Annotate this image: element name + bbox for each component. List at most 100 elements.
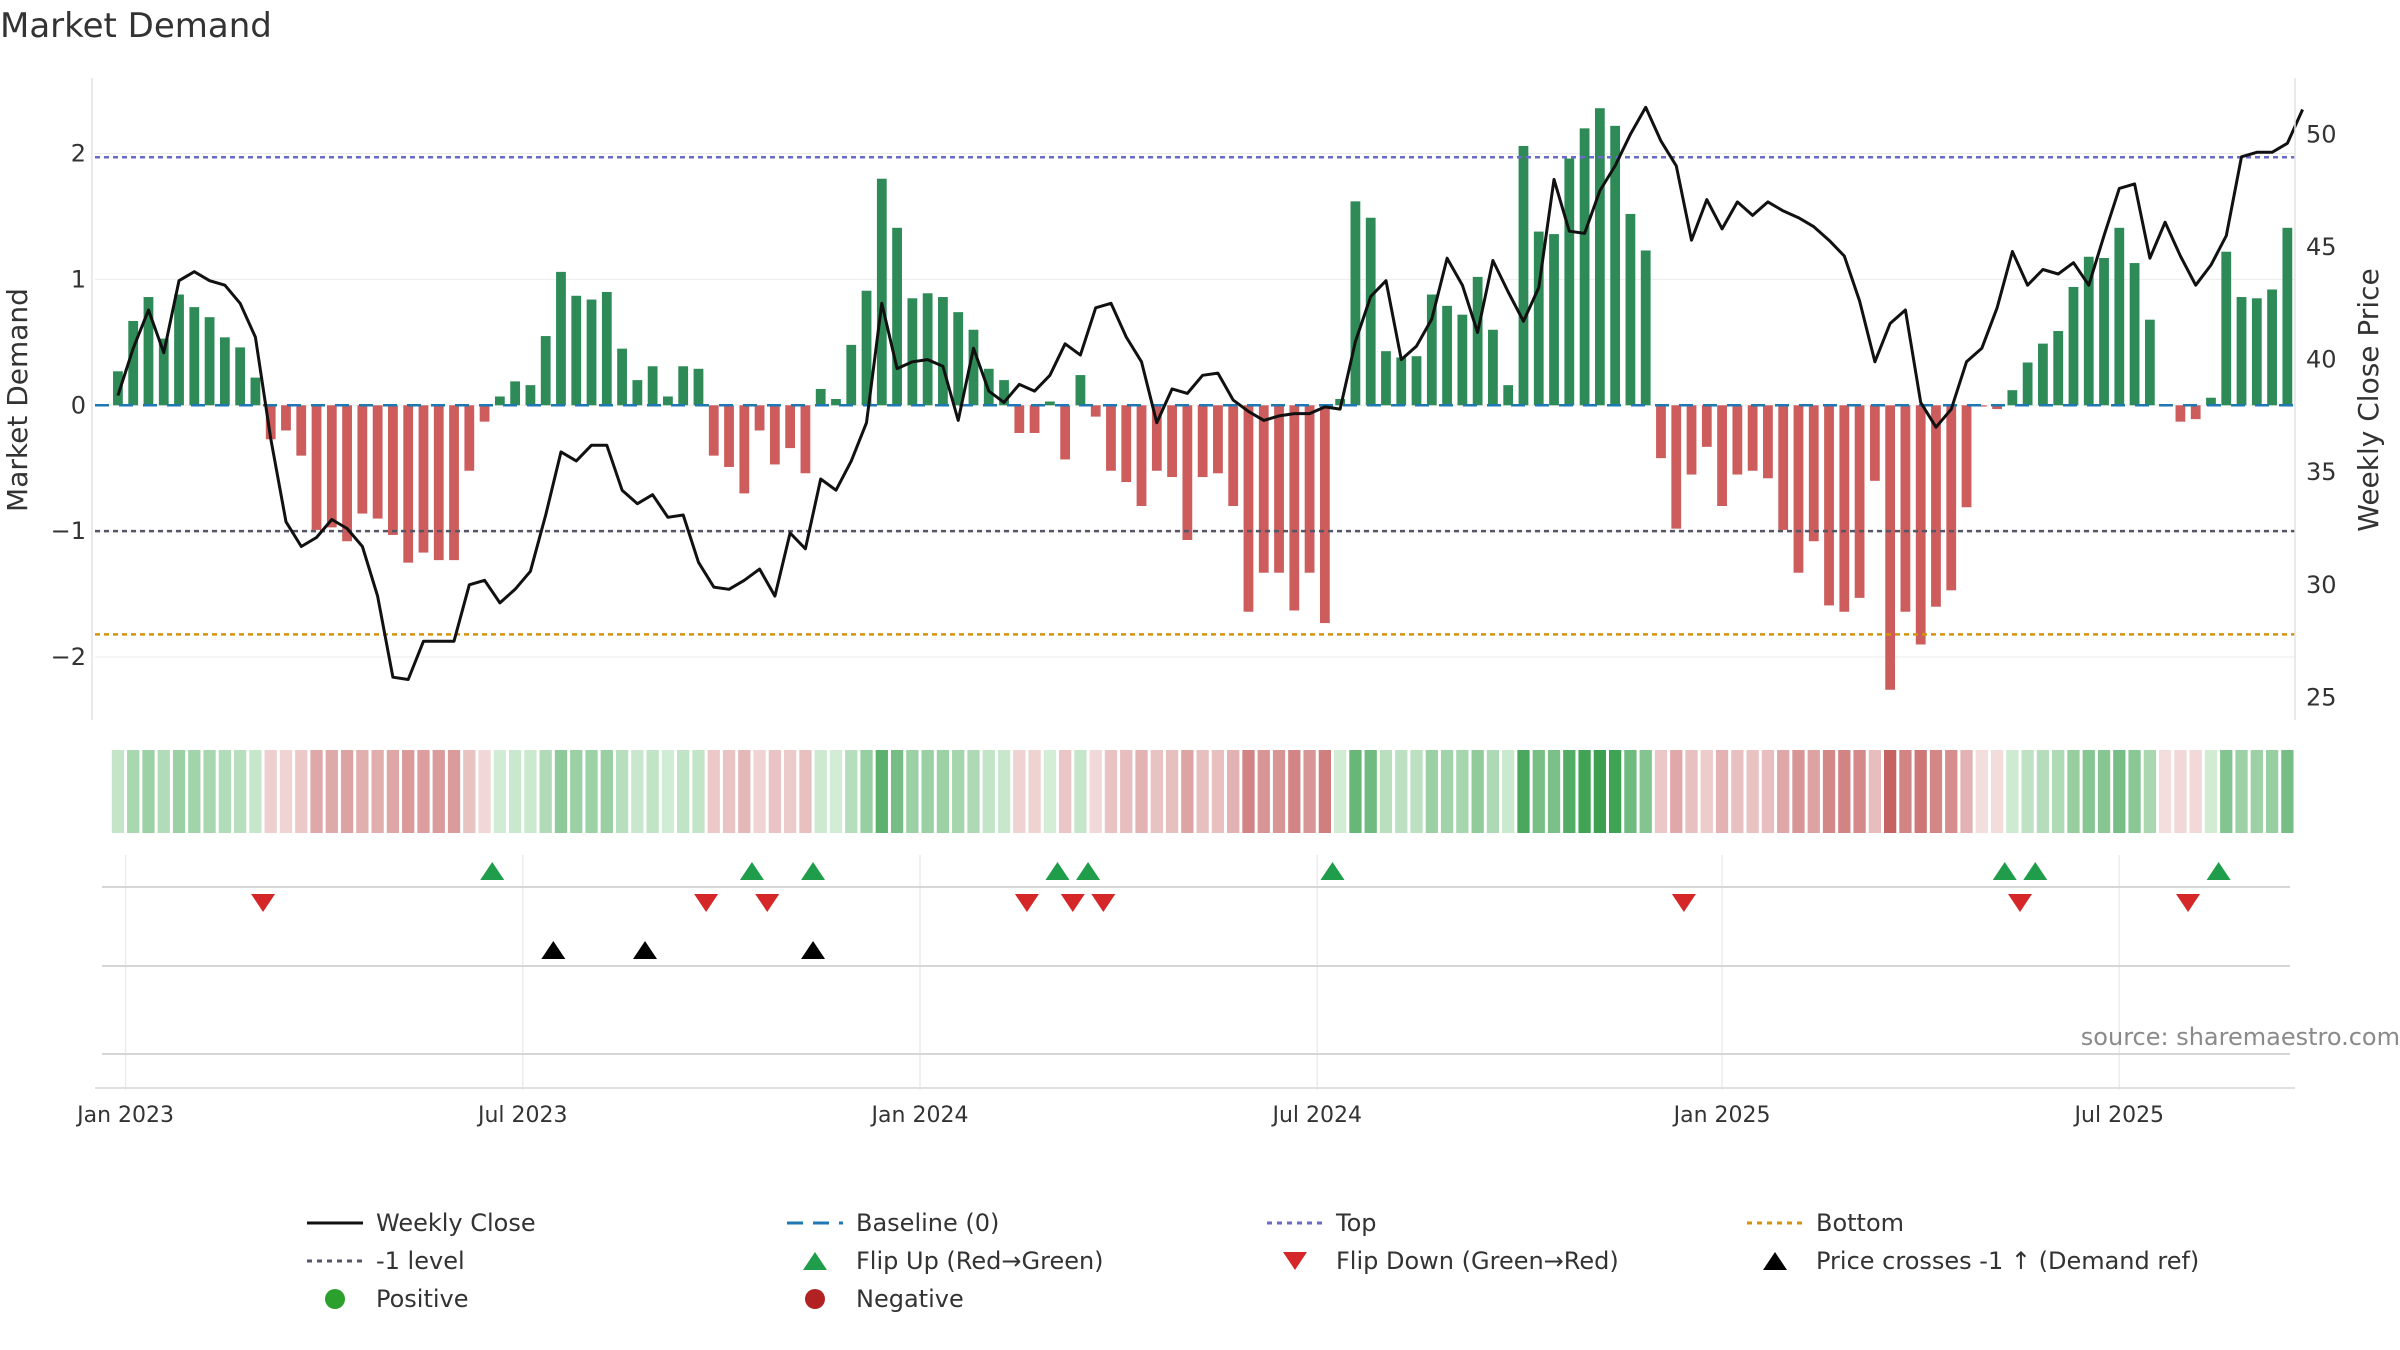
y-tick-label: 1 (71, 265, 86, 293)
legend-item-positive: Positive (300, 1284, 780, 1314)
strip-cell (218, 750, 231, 833)
demand-bar (1136, 405, 1147, 506)
price-cross-marker (801, 941, 826, 959)
demand-bar (1915, 405, 1926, 645)
strip-cell (539, 750, 552, 833)
strip-cell (1318, 750, 1331, 833)
weekly-close-line (116, 105, 2304, 681)
strip-cell (1731, 750, 1744, 833)
strip-cell (1990, 750, 2004, 833)
strip-cell (2113, 750, 2126, 833)
strip-cell (1685, 750, 1698, 833)
demand-bar (1304, 405, 1315, 573)
flip-up-marker (1076, 862, 1101, 880)
strip-cell (631, 750, 644, 833)
demand-bar (1824, 405, 1834, 606)
strip-cell (1792, 750, 1805, 833)
strip-cell (768, 750, 781, 833)
flip-up-marker (1320, 862, 1345, 880)
strip-cell (875, 750, 888, 833)
demand-bar (1854, 405, 1865, 598)
triangle-up-icon (780, 1246, 850, 1276)
strip-cell (906, 750, 919, 833)
demand-bar (357, 405, 368, 514)
strip-cell (2189, 750, 2202, 833)
demand-bar (1411, 356, 1422, 406)
strip-cell (707, 750, 720, 833)
strip-cell (1089, 750, 1102, 833)
x-tick-label: Jan 2025 (1672, 1103, 1771, 1128)
x-tick-label: Jan 2023 (75, 1103, 174, 1128)
grid-layer (95, 153, 2295, 1090)
flip-down-marker (2176, 894, 2201, 912)
demand-bar (204, 317, 215, 406)
demand-bar (1900, 405, 1911, 612)
demand-bar (846, 344, 857, 406)
demand-bar (1839, 405, 1850, 612)
y2-tick-label: 45 (2306, 233, 2337, 261)
strip-cell (2067, 750, 2080, 833)
strip-cell (1899, 750, 1912, 833)
demand-bar (2099, 258, 2109, 406)
demand-bar (1381, 351, 1391, 406)
demand-bar (907, 298, 918, 406)
dot-icon (780, 1284, 850, 1314)
demand-bar (769, 405, 780, 465)
demand-bar (1701, 405, 1712, 447)
y2-tick-label: 30 (2306, 571, 2337, 599)
demand-bar (1457, 314, 1468, 406)
demand-bar (2022, 362, 2033, 406)
y-tick-label: −2 (51, 643, 86, 671)
demand-bar (1747, 405, 1758, 471)
strip-cell (982, 750, 995, 833)
y2-axis-label: Weekly Close Price (2352, 268, 2385, 531)
demand-bar (296, 405, 307, 456)
strip-cell (1471, 750, 1484, 833)
strip-cell (264, 750, 277, 833)
demand-bar (1121, 405, 1132, 483)
strip-cell (157, 750, 170, 833)
strip-cell (890, 750, 904, 833)
strip-cell (493, 750, 506, 833)
strip-cell (172, 750, 186, 833)
strip-cell (417, 750, 430, 833)
line-swatch-icon (300, 1208, 370, 1238)
demand-bar (1610, 125, 1621, 406)
strip-cell (1838, 750, 1851, 833)
demand-bar (403, 405, 414, 563)
legend-item-price-cross: Price crosses -1 ↑ (Demand ref) (1740, 1246, 2250, 1276)
strip-cell (1135, 750, 1148, 833)
y-axis-label: Market Demand (1, 288, 34, 512)
demand-bar (1793, 405, 1804, 573)
flip-up-marker (739, 862, 764, 880)
demand-bar (2206, 397, 2216, 406)
demand-bar (1869, 405, 1880, 481)
demand-bar (174, 294, 184, 406)
strip-cell (1578, 750, 1591, 833)
strip-cell (722, 750, 736, 833)
demand-bar (540, 336, 551, 406)
strip-cell (1196, 750, 1209, 833)
demand-bar (143, 297, 154, 406)
strip-cell (600, 750, 613, 833)
strip-cell (1609, 750, 1622, 833)
demand-bar (2267, 289, 2277, 406)
demand-bar (1167, 405, 1177, 478)
strip-cell (570, 750, 583, 833)
demand-bar (1258, 405, 1269, 573)
demand-bar (510, 381, 521, 406)
demand-bar (1579, 128, 1590, 406)
strip-cell (1654, 750, 1668, 833)
legend-item-top: Top (1260, 1208, 1740, 1238)
strip-cell (2265, 750, 2279, 833)
demand-bar (938, 297, 948, 406)
dotted-line-swatch-icon (1260, 1208, 1330, 1238)
demand-bar (2190, 405, 2201, 420)
strip-cell (1257, 750, 1270, 833)
demand-bar (265, 405, 276, 440)
demand-bar (1549, 234, 1559, 406)
demand-bar (250, 377, 261, 406)
strip-cell (402, 750, 415, 833)
strip-cell (1532, 750, 1545, 833)
demand-bar (800, 405, 811, 474)
